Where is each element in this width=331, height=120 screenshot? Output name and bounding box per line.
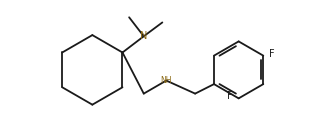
Text: F: F bbox=[227, 91, 233, 101]
Text: F: F bbox=[269, 49, 275, 59]
Text: NH: NH bbox=[161, 76, 172, 85]
Text: N: N bbox=[140, 31, 147, 41]
